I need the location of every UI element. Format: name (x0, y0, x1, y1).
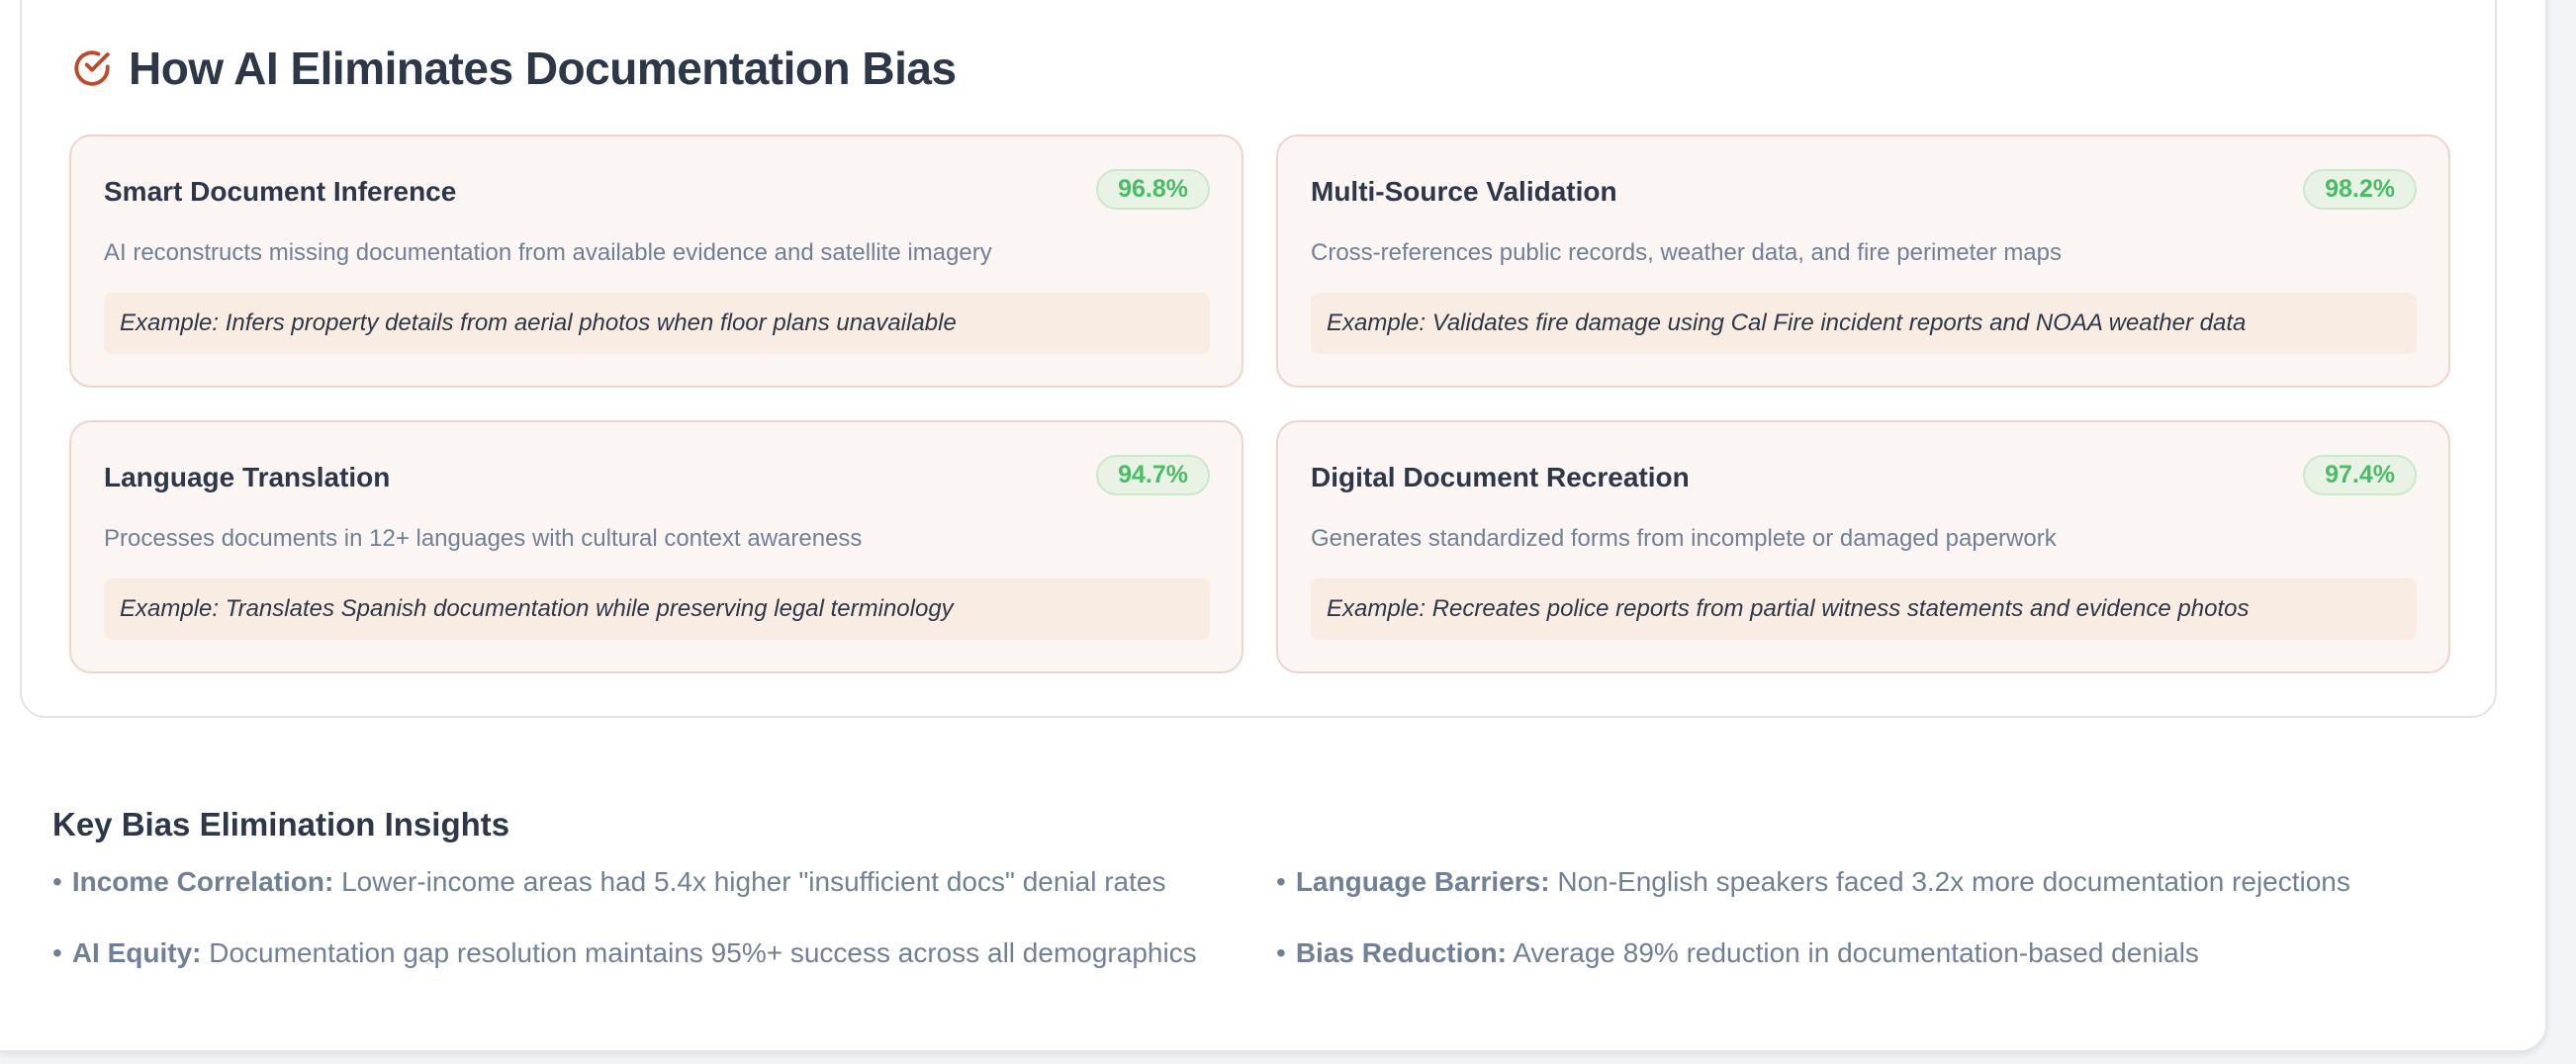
accuracy-badge: 94.7% (1096, 455, 1210, 495)
section-title: How AI Eliminates Documentation Bias (129, 43, 957, 94)
bias-elimination-section: How AI Eliminates Documentation Bias Sma… (20, 0, 2497, 718)
card-description: Generates standardized forms from incomp… (1311, 525, 2057, 552)
method-card: Language Translation 94.7% Processes doc… (69, 420, 1243, 673)
bullet: • (1276, 937, 1286, 968)
method-card: Smart Document Inference 96.8% AI recons… (69, 134, 1243, 388)
card-description: Cross-references public records, weather… (1311, 239, 2062, 266)
insight-item: • Bias Reduction: Average 89% reduction i… (1276, 937, 2199, 969)
accuracy-badge: 98.2% (2303, 169, 2417, 210)
card-title: Smart Document Inference (104, 176, 457, 207)
insight-text: Documentation gap resolution maintains 9… (201, 937, 1197, 968)
insight-label: AI Equity: (71, 937, 202, 968)
bullet: • (52, 866, 62, 897)
accuracy-badge: 97.4% (2303, 455, 2417, 495)
insight-label: Income Correlation: (71, 866, 334, 897)
card-example: Example: Translates Spanish documentatio… (104, 578, 1210, 640)
insight-text: Non-English speakers faced 3.2x more doc… (1549, 866, 2350, 897)
section-header: How AI Eliminates Documentation Bias (71, 42, 957, 95)
card-example: Example: Validates fire damage using Cal… (1311, 293, 2417, 354)
bullet: • (52, 937, 62, 968)
method-card: Multi-Source Validation 98.2% Cross-refe… (1276, 134, 2450, 388)
insight-label: Bias Reduction: (1295, 937, 1507, 968)
insight-item: • AI Equity: Documentation gap resolution… (52, 937, 1197, 969)
insight-text: Average 89% reduction in documentation-b… (1506, 937, 2199, 968)
card-description: Processes documents in 12+ languages wit… (104, 525, 863, 552)
insights-title: Key Bias Elimination Insights (52, 806, 510, 842)
insight-item: • Income Correlation: Lower-income areas … (52, 866, 1165, 898)
card-example: Example: Recreates police reports from p… (1311, 578, 2417, 640)
bullet: • (1276, 866, 1286, 897)
insight-label: Language Barriers: (1295, 866, 1550, 897)
card-description: AI reconstructs missing documentation fr… (104, 239, 992, 266)
card-title: Digital Document Recreation (1311, 462, 1690, 492)
method-card: Digital Document Recreation 97.4% Genera… (1276, 420, 2450, 673)
card-title: Language Translation (104, 462, 391, 492)
insight-item: • Language Barriers: Non-English speakers… (1276, 866, 2350, 898)
check-circle-icon (74, 50, 110, 86)
accuracy-badge: 96.8% (1096, 169, 1210, 210)
insight-text: Lower-income areas had 5.4x higher "insu… (333, 866, 1166, 897)
card-title: Multi-Source Validation (1311, 176, 1617, 207)
card-example: Example: Infers property details from ae… (104, 293, 1210, 354)
